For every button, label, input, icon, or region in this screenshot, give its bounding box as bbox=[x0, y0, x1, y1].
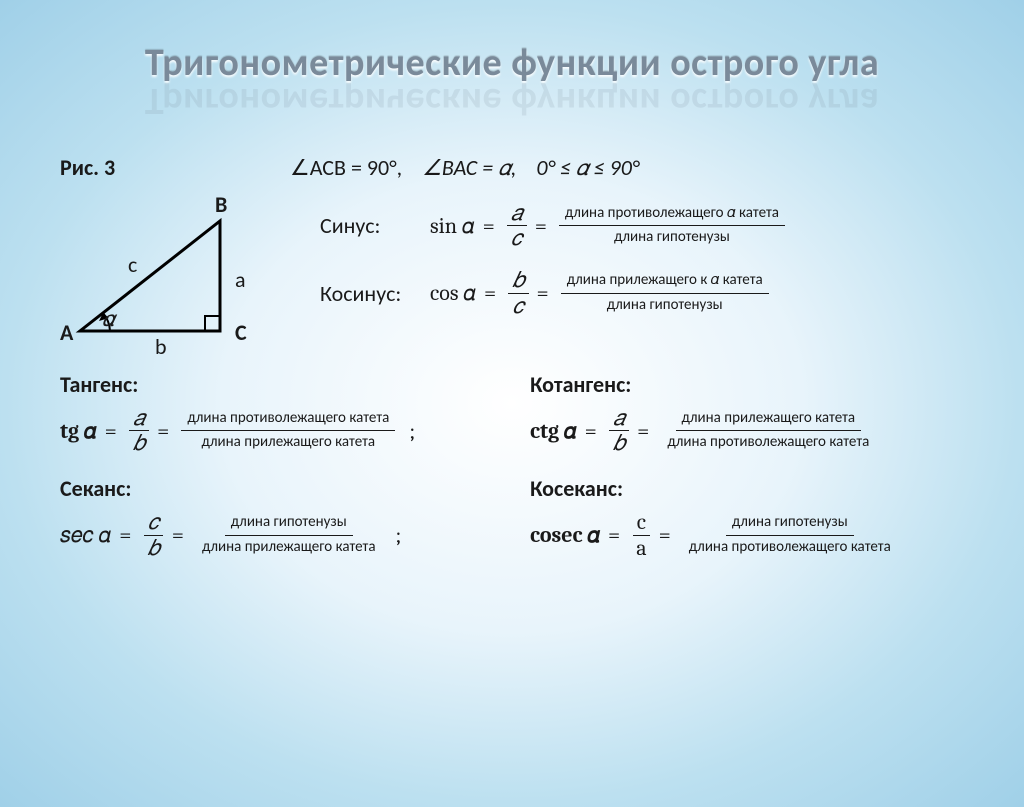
cond-acb: ∠ACB = 90°, bbox=[290, 154, 402, 181]
vertex-c: C bbox=[235, 319, 247, 346]
content-area: Рис. 3 B A C c a b 𝛼 ∠ACB = 90°, bbox=[0, 124, 1024, 560]
side-a: a bbox=[235, 266, 246, 293]
ctg-word-den: длина противолежащего катета bbox=[661, 431, 875, 455]
angle-conditions: ∠ACB = 90°, ∠BAC = 𝛼, 0° ≤ 𝛼 ≤ 90° bbox=[290, 154, 964, 181]
tg-ratio-den: 𝑏 bbox=[129, 431, 149, 455]
sin-row: Синус: sin 𝛼 = 𝑎 𝑐 = длина противолежаще… bbox=[320, 201, 964, 250]
tg-label: Тангенс: bbox=[60, 371, 494, 398]
cos-func: cos 𝛼 bbox=[430, 280, 476, 306]
cos-word-num: длина прилежащего к 𝛼 катета bbox=[561, 269, 769, 294]
tg-word-num: длина противолежащего катета bbox=[181, 407, 395, 432]
vertex-b: B bbox=[215, 191, 227, 218]
ctg-block: Котангенс: ctg 𝛼 = 𝑎 𝑏 = длина прилежаще… bbox=[530, 371, 964, 455]
ctg-ratio-den: 𝑏 bbox=[609, 431, 629, 455]
cosec-word-den: длина противолежащего катета bbox=[683, 536, 897, 560]
sec-ratio-den: 𝑏 bbox=[143, 536, 163, 560]
sin-ratio-num: 𝑎 bbox=[507, 201, 527, 226]
tg-func: tg 𝛼 bbox=[60, 418, 97, 444]
cond-range: 0° ≤ 𝛼 ≤ 90° bbox=[536, 154, 639, 181]
sin-word-den: длина гипотенузы bbox=[608, 226, 736, 250]
ctg-word-num: длина прилежащего катета bbox=[676, 407, 862, 432]
cos-word-den: длина гипотенузы bbox=[601, 294, 729, 318]
figure-label: Рис. 3 bbox=[60, 154, 115, 181]
sin-func: sin 𝛼 bbox=[430, 213, 475, 239]
page-title-reflection: Тригонометрические функции острого угла bbox=[0, 78, 1024, 124]
sec-label: Секанс: bbox=[60, 475, 494, 502]
tg-word-den: длина прилежащего катета bbox=[196, 431, 382, 455]
sin-ratio-den: 𝑐 bbox=[507, 226, 526, 250]
cos-label: Косинус: bbox=[320, 280, 430, 307]
sec-ratio-num: 𝑐 bbox=[144, 510, 163, 535]
sin-word-num: длина противолежащего 𝛼 катета bbox=[559, 202, 785, 227]
ctg-ratio-num: 𝑎 bbox=[609, 406, 629, 431]
triangle-diagram: B A C c a b 𝛼 bbox=[60, 191, 260, 351]
cos-row: Косинус: cos 𝛼 = 𝑏 𝑐 = длина прилежащего… bbox=[320, 268, 964, 317]
vertex-a: A bbox=[60, 319, 73, 346]
cosec-label: Косеканс: bbox=[530, 475, 964, 502]
cos-ratio-den: 𝑐 bbox=[509, 294, 528, 318]
cosec-word-num: длина гипотенузы bbox=[726, 511, 854, 536]
cosec-ratio-den: a bbox=[632, 536, 650, 560]
sec-word-den: длина прилежащего катета bbox=[196, 536, 382, 560]
ctg-label: Котангенс: bbox=[530, 371, 964, 398]
tg-ratio-num: 𝑎 bbox=[129, 406, 149, 431]
cosec-func: cosec 𝛼 bbox=[530, 522, 600, 548]
cosec-block: Косеканс: cosec 𝛼 = c a = длина гипотену… bbox=[530, 475, 964, 559]
angle-alpha: 𝛼 bbox=[102, 306, 115, 332]
sin-label: Синус: bbox=[320, 212, 430, 239]
cosec-ratio-num: c bbox=[633, 510, 650, 535]
side-c: c bbox=[128, 251, 137, 278]
cos-ratio-num: 𝑏 bbox=[508, 268, 528, 293]
cond-bac: ∠BAC = 𝛼, bbox=[422, 154, 516, 181]
sec-word-num: длина гипотенузы bbox=[225, 511, 353, 536]
side-b: b bbox=[155, 333, 167, 360]
tg-block: Тангенс: tg 𝛼 = 𝑎 𝑏 = длина противолежащ… bbox=[60, 371, 494, 455]
sec-block: Секанс: 𝑠𝑒𝑐 𝛼 = 𝑐 𝑏 = длина гипотенузы д… bbox=[60, 475, 494, 559]
sec-func: 𝑠𝑒𝑐 𝛼 bbox=[60, 522, 111, 548]
ctg-func: ctg 𝛼 bbox=[530, 418, 577, 444]
